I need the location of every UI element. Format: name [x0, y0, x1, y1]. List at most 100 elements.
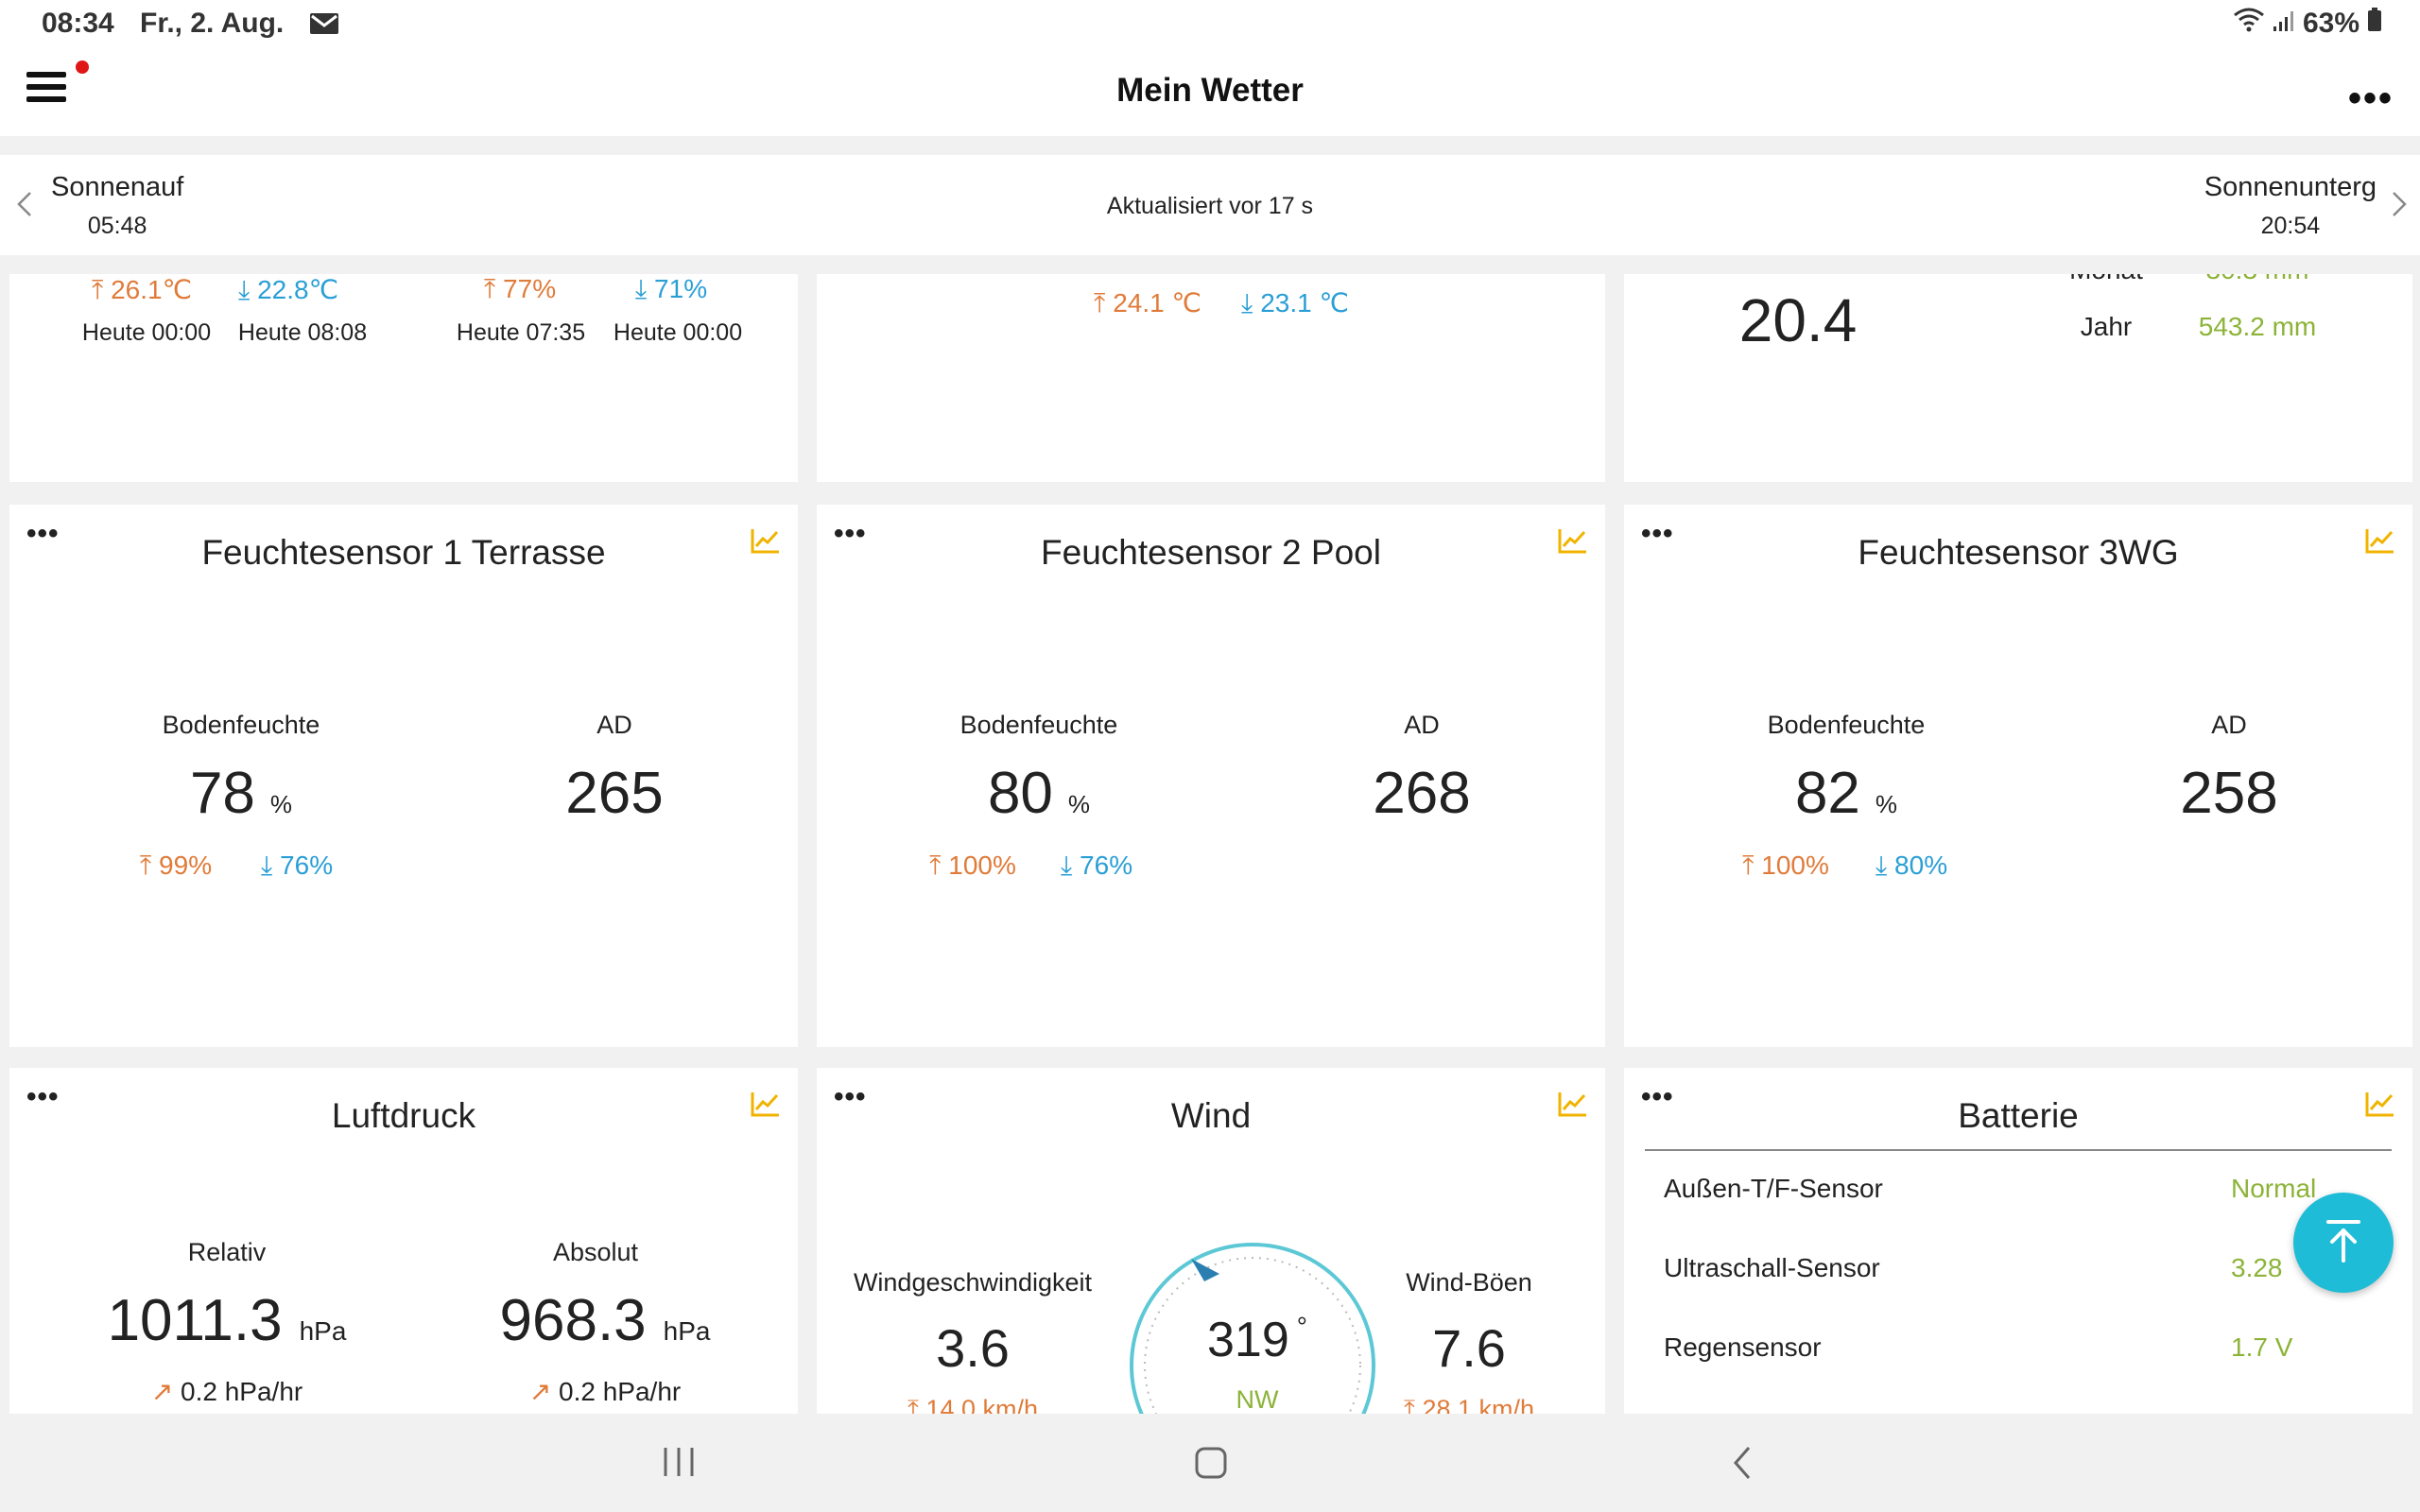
card-menu-icon[interactable]: ••• [834, 518, 867, 549]
card-title: Feuchtesensor 1 Terrasse [201, 533, 606, 572]
card-menu-icon[interactable]: ••• [26, 518, 60, 549]
menu-icon[interactable] [26, 72, 66, 110]
ad-value: 268 [1373, 761, 1471, 826]
hum-max: ⤒ 77% [483, 274, 557, 303]
relative-trend: ↗ 0.2 hPa/hr [150, 1377, 303, 1406]
app-bar: Mein Wetter ••• [0, 51, 2420, 136]
battery-icon [2367, 8, 2382, 40]
chevron-left-icon[interactable] [15, 191, 34, 222]
wind-speed-value: 3.6 [936, 1318, 1010, 1378]
battery-row-value: 3.28 [2231, 1253, 2283, 1282]
battery-percent: 63% [2302, 8, 2360, 39]
ad-label: AD [1404, 711, 1440, 739]
sunrise-label: Sonnenauf [51, 172, 184, 202]
rain-month-value: 30.3 mm [2163, 274, 2352, 285]
moisture-value: 80% [987, 761, 1091, 826]
moisture-min: ⤓ 76% [1060, 850, 1133, 880]
battery-row-name: Ultraschall-Sensor [1664, 1253, 1880, 1282]
pressure-card[interactable]: ••• Luftdruck Relativ 1011.3 hPa ↗ 0.2 hP… [9, 1068, 798, 1414]
page-title: Mein Wetter [1116, 72, 1304, 109]
battery-row-value: 1.7 V [2231, 1332, 2293, 1362]
moisture-value: 82% [1794, 761, 1898, 826]
status-right: 63% [2233, 8, 2382, 40]
relative-value: 1011.3 hPa [107, 1288, 347, 1353]
ad-value: 258 [2180, 761, 2278, 826]
recent-apps-icon[interactable] [662, 1446, 696, 1483]
chart-icon[interactable] [2365, 1091, 2395, 1122]
status-date: Fr., 2. Aug. [140, 8, 285, 39]
card-menu-icon[interactable]: ••• [1641, 518, 1674, 549]
scroll-top-button[interactable] [2293, 1193, 2394, 1293]
indoor-temp-card[interactable]: ⤒ 24.1 ℃ ⤓ 23.1 ℃ [817, 274, 1605, 482]
ad-label: AD [596, 711, 632, 739]
relative-label: Relativ [187, 1238, 267, 1266]
moisture-label: Bodenfeuchte [959, 711, 1118, 739]
battery-row-name: Außen-T/F-Sensor [1664, 1174, 1883, 1203]
battery-row-value: Normal [2231, 1174, 2317, 1203]
sunset-time: 20:54 [2260, 213, 2321, 239]
ad-label: AD [2211, 711, 2247, 739]
sunrise: Sonnenauf 05:48 [51, 172, 183, 240]
rain-year-value: 543.2 mm [2198, 312, 2317, 341]
card-title: Luftdruck [331, 1096, 476, 1135]
mail-icon [310, 13, 338, 39]
rain-value: 20.4 [1738, 286, 1858, 354]
soil-card-1[interactable]: ••• Feuchtesensor 1 Terrasse Bodenfeucht… [9, 505, 798, 1047]
more-options-icon[interactable]: ••• [2347, 77, 2394, 119]
system-nav-bar [0, 1414, 2420, 1512]
moisture-max: ⤒ 100% [929, 850, 1016, 880]
soil-card-3[interactable]: ••• Feuchtesensor 3WG Bodenfeuchte 82% A… [1624, 505, 2412, 1047]
battery-card[interactable]: ••• Batterie Außen-T/F-Sensor Normal Ult… [1624, 1068, 2412, 1414]
chart-icon[interactable] [2365, 527, 2395, 558]
temp-max: ⤒ 26.1℃ [91, 275, 193, 304]
temp-min: ⤓ 22.8℃ [237, 275, 339, 304]
absolute-value: 968.3 hPa [499, 1288, 711, 1353]
moisture-min: ⤓ 76% [260, 850, 334, 880]
wind-direction: 319 ° [1207, 1312, 1307, 1367]
sunset: Sonnenunterg 20:54 [2204, 172, 2377, 240]
chevron-right-icon[interactable] [2390, 191, 2409, 222]
card-title: Feuchtesensor 2 Pool [1041, 533, 1381, 572]
divider [1645, 1149, 2392, 1151]
sun-bar: Sonnenauf 05:48 Aktualisiert vor 17 s So… [0, 155, 2420, 255]
rain-card[interactable]: 20.4 Monat 30.3 mm Jahr 543.2 mm [1624, 274, 2412, 482]
chart-icon[interactable] [1558, 527, 1588, 558]
rain-year-label: Jahr [2080, 312, 2133, 341]
indoor-temp-max: ⤒ 24.1 ℃ [1094, 288, 1201, 318]
card-menu-icon[interactable]: ••• [1641, 1081, 1674, 1112]
trend-up-icon: ↗ [150, 1377, 174, 1406]
card-title: Batterie [1958, 1096, 2079, 1135]
signal-icon [2273, 8, 2295, 40]
chart-icon[interactable] [751, 527, 781, 558]
temp-max-time: Heute 00:00 [81, 319, 212, 346]
sunset-label: Sonnenunterg [2204, 172, 2377, 202]
wind-gust-label: Wind-Böen [1406, 1268, 1532, 1297]
wind-gust-value: 7.6 [1432, 1318, 1506, 1378]
soil-card-2[interactable]: ••• Feuchtesensor 2 Pool Bodenfeuchte 80… [817, 505, 1605, 1047]
wifi-icon [2233, 8, 2265, 40]
sunrise-time: 05:48 [87, 213, 147, 239]
rain-month-label: Monat [2040, 274, 2172, 285]
hum-max-time: Heute 07:35 [456, 319, 586, 346]
chart-icon[interactable] [1558, 1091, 1588, 1122]
moisture-label: Bodenfeuchte [1767, 711, 1926, 739]
moisture-min: ⤓ 80% [1875, 850, 1948, 880]
temp-min-time: Heute 08:08 [237, 319, 368, 346]
updated-text: Aktualisiert vor 17 s [1106, 193, 1314, 219]
notification-dot [76, 60, 89, 74]
card-menu-icon[interactable]: ••• [834, 1081, 867, 1112]
moisture-label: Bodenfeuchte [162, 711, 320, 739]
absolute-trend: ↗ 0.2 hPa/hr [528, 1377, 682, 1406]
chart-icon[interactable] [751, 1091, 781, 1122]
back-icon[interactable] [1732, 1446, 1753, 1485]
moisture-max: ⤒ 99% [139, 850, 213, 880]
moisture-max: ⤒ 100% [1742, 850, 1829, 880]
wind-speed-max: ⤒ 14.0 km/h [908, 1395, 1038, 1414]
indoor-temp-min: ⤓ 23.1 ℃ [1241, 288, 1349, 318]
temp-humidity-card[interactable]: ⤒ 26.1℃ ⤓ 22.8℃ Heute 00:00 Heute 08:08 … [9, 274, 798, 482]
wind-card[interactable]: ••• Wind Windgeschwindigkeit 3.6 ⤒ 14.0 … [817, 1068, 1605, 1414]
arrow-to-top-icon [2326, 1220, 2360, 1263]
absolute-label: Absolut [552, 1238, 639, 1266]
card-menu-icon[interactable]: ••• [26, 1081, 60, 1112]
home-icon[interactable] [1194, 1446, 1228, 1485]
